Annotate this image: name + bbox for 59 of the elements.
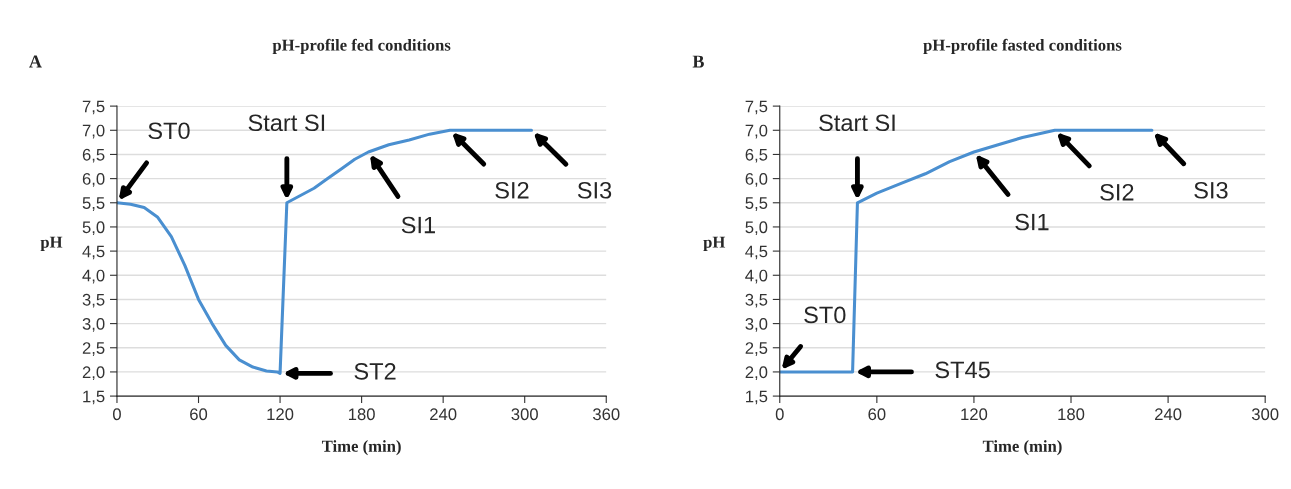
y-tick-label: 5,5	[82, 197, 105, 211]
y-tick-label: 5,0	[745, 221, 768, 236]
text: A	[29, 55, 42, 68]
x-tick-label: 120	[961, 408, 988, 421]
y-tick-label: 3,5	[745, 293, 768, 308]
x-tick-label: 240	[1155, 408, 1182, 421]
y-tick-label: 3,0	[82, 318, 105, 332]
x-tick-label: 240	[430, 408, 457, 421]
y-tick-label: 6,0	[745, 173, 768, 187]
y-tick-label: 6,0	[82, 173, 105, 187]
y-tick-label: 2,0	[82, 366, 105, 381]
annotation: SI3	[1194, 181, 1228, 199]
y-tick-label: 7,5	[82, 100, 105, 115]
y-tick-label: 4,0	[745, 269, 768, 284]
chart-title: pH-profile fasted conditions	[923, 38, 1122, 55]
annotation: SI2	[1100, 183, 1134, 201]
annotation: SI1	[401, 216, 435, 234]
x-tick-label: 180	[348, 408, 375, 421]
annotation: ST0	[804, 306, 846, 324]
annotation: SI3	[577, 181, 612, 199]
y-axis-title: pH	[40, 236, 63, 252]
y-tick-label: 7,0	[745, 124, 768, 139]
y-tick-label: 5,5	[745, 197, 768, 211]
x-tick-label: 0	[775, 408, 784, 421]
annotation: ST45	[935, 361, 990, 379]
y-axis-title: pH	[703, 236, 726, 252]
x-tick-label: 60	[190, 408, 208, 421]
y-tick-label: 3,0	[745, 318, 768, 332]
y-tick-label: 4,5	[745, 245, 768, 260]
x-tick-label: 360	[592, 408, 620, 421]
annotation: ST0	[148, 122, 190, 140]
annotation: SI2	[495, 181, 529, 199]
y-tick-label: 4,0	[82, 269, 105, 284]
y-tick-label: 3,5	[82, 293, 105, 308]
x-axis-title: Time (min)	[982, 440, 1062, 456]
x-tick-label: 180	[1058, 408, 1085, 421]
annotation: Start SI	[819, 114, 895, 132]
y-tick-label: 6,5	[82, 148, 105, 163]
annotation: Start SI	[248, 114, 325, 132]
y-tick-label: 7,5	[745, 100, 768, 115]
y-tick-label: 5,0	[82, 221, 105, 236]
y-tick-label: 1,5	[746, 390, 768, 405]
x-tick-label: 60	[868, 408, 886, 421]
y-tick-label: 4,5	[82, 245, 105, 260]
y-tick-label: 2,5	[745, 342, 768, 356]
y-tick-label: 2,0	[745, 366, 768, 381]
x-tick-label: 300	[1251, 408, 1279, 421]
y-tick-label: 1,5	[83, 390, 105, 405]
x-tick-label: 120	[267, 408, 294, 421]
y-tick-label: 7,0	[82, 124, 105, 139]
annotation: SI1	[1015, 213, 1049, 231]
x-tick-label: 0	[112, 408, 121, 421]
annotation: ST2	[354, 362, 396, 380]
x-tick-label: 300	[511, 408, 538, 421]
chart-title: pH-profile fed conditions	[272, 38, 451, 55]
text: B	[692, 55, 704, 68]
y-tick-label: 6,5	[745, 148, 768, 163]
x-axis-title: Time (min)	[321, 440, 401, 456]
y-tick-label: 2,5	[82, 342, 105, 356]
